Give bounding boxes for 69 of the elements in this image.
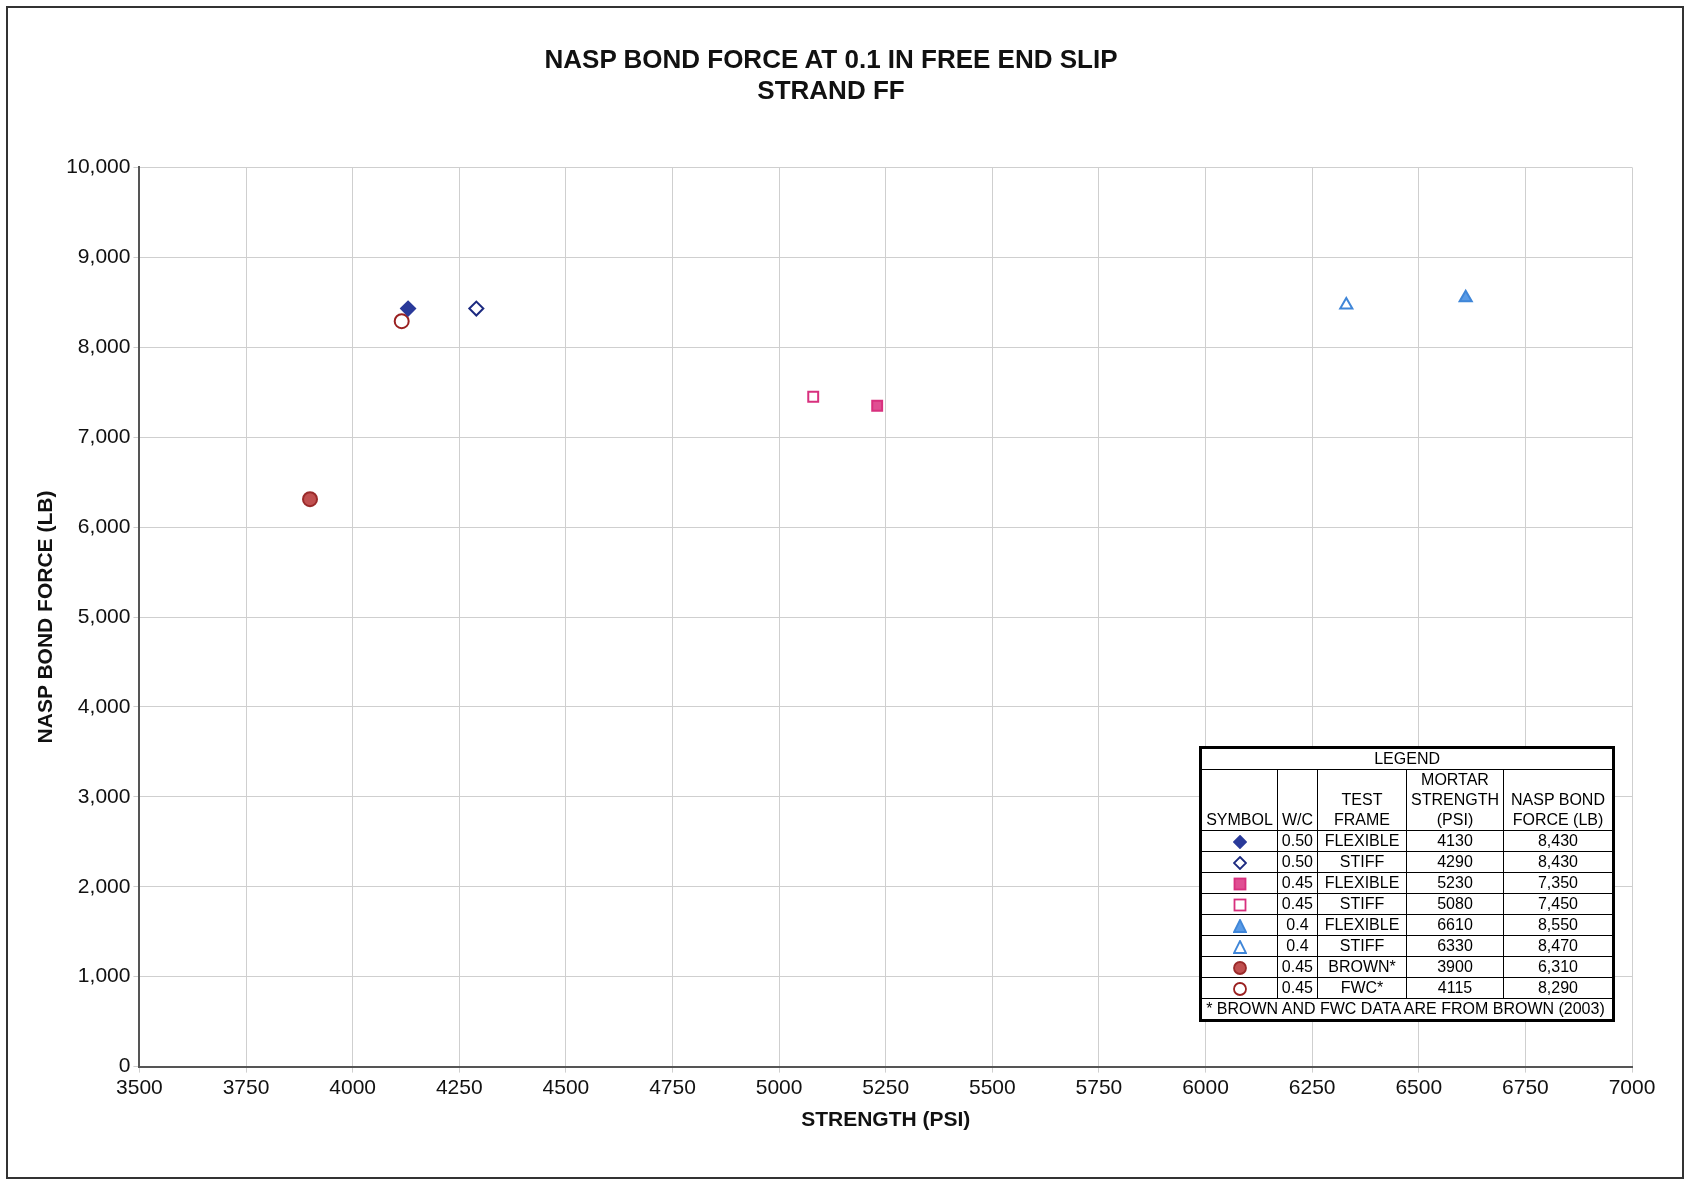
annotation: W/C [1277, 769, 1318, 831]
y-tick-label: 5,000 [77, 603, 131, 627]
y-tick-label: 6,000 [77, 513, 131, 537]
annotation: FLEXIBLE [1317, 872, 1407, 894]
annotation: 8,550 [1503, 914, 1614, 936]
x-axis-title: STRENGTH (PSI) [801, 1107, 971, 1131]
annotation: 8,290 [1503, 977, 1614, 999]
annotation: BROWN* [1317, 956, 1407, 978]
y-tick-label: 9,000 [77, 244, 131, 268]
annotation: FLEXIBLE [1317, 830, 1407, 852]
x-tick-label: 6250 [1288, 1075, 1336, 1098]
annotation: 6610 [1406, 914, 1504, 936]
x-tick-label: 4250 [435, 1075, 483, 1098]
annotation: 6,310 [1503, 956, 1614, 978]
x-tick-label: 4500 [542, 1075, 590, 1098]
annotation: 6330 [1406, 935, 1504, 957]
annotation: 0.50 [1277, 851, 1318, 873]
annotation: 5080 [1406, 893, 1504, 915]
annotation: 8,430 [1503, 851, 1614, 873]
y-tick-label: 7,000 [77, 423, 131, 447]
y-tick-label: 3,000 [77, 783, 131, 807]
y-tick-label: 8,000 [77, 334, 131, 358]
x-tick-label: 5000 [755, 1075, 803, 1098]
x-tick-label: 4750 [649, 1075, 696, 1098]
y-tick-label: 4,000 [77, 693, 131, 717]
annotation: STIFF [1317, 893, 1407, 915]
annotation: 5230 [1406, 872, 1504, 894]
annotation: 8,470 [1503, 935, 1614, 957]
y-tick-label: 2,000 [77, 873, 131, 897]
x-tick-label: 5250 [862, 1075, 910, 1098]
y-axis-title: NASP BOND FORCE (LB) [33, 490, 57, 744]
annotation: 0.50 [1277, 830, 1318, 852]
x-tick-label: 5500 [968, 1075, 1016, 1098]
x-tick-label: 3750 [222, 1075, 270, 1098]
annotation: 3900 [1406, 956, 1504, 978]
annotation: STIFF [1317, 851, 1407, 873]
annotation: FLEXIBLE [1317, 914, 1407, 936]
annotation: 7,350 [1503, 872, 1614, 894]
annotation: 0.45 [1277, 956, 1318, 978]
annotation: FWC* [1317, 977, 1407, 999]
x-tick-label: 5750 [1075, 1075, 1123, 1098]
annotation: STIFF [1317, 935, 1407, 957]
annotation: 0.4 [1277, 935, 1318, 957]
annotation: 8,430 [1503, 830, 1614, 852]
y-tick-label: 0 [118, 1053, 131, 1077]
annotation: 0.45 [1277, 893, 1318, 915]
x-tick-label: 6000 [1182, 1075, 1229, 1098]
annotation: MORTAR STRENGTH (PSI) [1406, 769, 1504, 831]
chart-title: NASP BOND FORCE AT 0.1 IN FREE END SLIP [544, 43, 1118, 74]
legend-title: LEGEND [1200, 747, 1614, 770]
annotation: 4130 [1406, 830, 1504, 852]
annotation: 0.45 [1277, 872, 1318, 894]
annotation: 4290 [1406, 851, 1504, 873]
y-tick-label: 1,000 [77, 963, 131, 987]
annotation: SYMBOL [1200, 769, 1278, 831]
x-tick-label: 4000 [329, 1075, 377, 1098]
annotation: 0.45 [1277, 977, 1318, 999]
y-tick-label: 10,000 [66, 154, 131, 178]
x-tick-label: 6750 [1502, 1075, 1549, 1098]
annotation: 0.4 [1277, 914, 1318, 936]
annotation: NASP BOND FORCE (LB) [1503, 769, 1614, 831]
annotation: 7,450 [1503, 893, 1614, 915]
x-tick-label: 3500 [116, 1075, 163, 1098]
annotation: * BROWN AND FWC DATA ARE FROM BROWN (2003) [1200, 998, 1614, 1021]
x-tick-label: 6500 [1395, 1075, 1443, 1098]
annotation: 4115 [1406, 977, 1504, 999]
annotation: TEST FRAME [1317, 769, 1407, 831]
x-tick-label: 7000 [1608, 1075, 1656, 1098]
chart-subtitle: STRAND FF [757, 74, 905, 105]
